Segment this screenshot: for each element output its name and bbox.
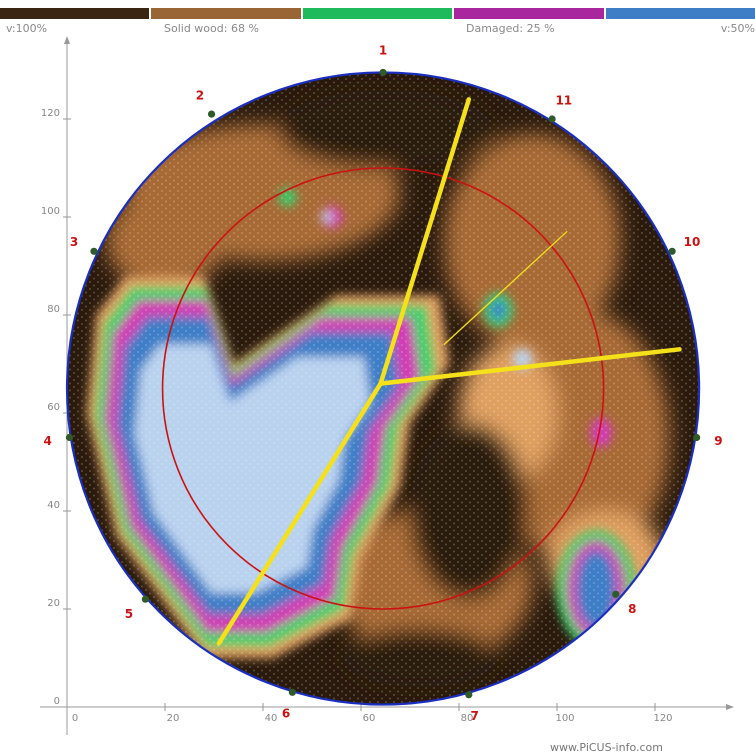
- sensor-point-10: [668, 247, 676, 255]
- crack-line: [443, 231, 568, 346]
- legend-label-right: v:50%: [720, 22, 755, 35]
- x-tick-label: 60: [363, 713, 376, 724]
- y-tick-label: 20: [47, 598, 60, 609]
- x-axis-arrow: [726, 704, 734, 710]
- y-tick-label: 60: [47, 402, 60, 413]
- center-point: [378, 381, 384, 387]
- crack-line: [378, 97, 472, 386]
- x-tick-label: 80: [461, 713, 474, 724]
- y-tick-label: 100: [41, 206, 60, 217]
- chart-axes: 0 20 40 60 80 100 120 0 20 40 60 80 100 120: [40, 36, 734, 735]
- y-axis-arrow: [64, 36, 70, 44]
- sensor-label-10: 10: [684, 235, 701, 249]
- sensor-point-5: [141, 595, 149, 603]
- sensor-point-8: [612, 590, 620, 598]
- legend-swatch-5: [605, 8, 755, 19]
- crack-line: [216, 381, 383, 646]
- x-tick-label: 0: [72, 713, 78, 724]
- x-tick-label: 20: [167, 713, 180, 724]
- x-tick-label: 120: [653, 713, 672, 724]
- x-tick-label: 100: [555, 713, 574, 724]
- sensor-point-9: [693, 433, 701, 442]
- x-tick-label: 40: [265, 713, 278, 724]
- sensor-point-7: [465, 691, 473, 699]
- crack-line: [378, 347, 682, 386]
- footer-credit: www.PiCUS-info.com: [549, 741, 663, 754]
- y-tick-label: 0: [54, 696, 60, 707]
- sensor-label-8: 8: [628, 602, 636, 616]
- y-tick-label: 80: [47, 304, 60, 315]
- sensor-point-3: [90, 247, 98, 255]
- sensor-label-11: 11: [555, 93, 572, 107]
- color-legend: [0, 0, 755, 22]
- legend-swatch-4: [454, 8, 604, 19]
- sensor-point-1: [379, 68, 387, 77]
- legend-label-solid-wood: Solid wood: 68 %: [164, 22, 259, 35]
- legend-swatch-2: [151, 8, 301, 19]
- legend-swatch-3: [302, 8, 453, 19]
- legend-label-left: v:100%: [6, 22, 48, 35]
- sensor-label-4: 4: [44, 434, 52, 448]
- sensor-label-2: 2: [196, 88, 204, 102]
- sensor-label-3: 3: [70, 235, 78, 249]
- y-tick-label: 120: [41, 108, 60, 119]
- sensor-point-11: [548, 115, 556, 123]
- sensor-point-2: [207, 110, 216, 118]
- sensor-point-6: [288, 688, 296, 696]
- sensor-point-4: [65, 433, 74, 442]
- sensor-label-9: 9: [714, 434, 722, 448]
- sensor-label-7: 7: [471, 709, 479, 723]
- sensor-label-6: 6: [282, 706, 290, 720]
- y-tick-label: 40: [47, 500, 60, 511]
- sensor-label-5: 5: [125, 607, 133, 621]
- sensor-label-1: 1: [379, 43, 387, 57]
- reference-circle: [161, 167, 605, 610]
- legend-swatch-1: [0, 8, 150, 19]
- legend-label-damaged: Damaged: 25 %: [466, 22, 555, 35]
